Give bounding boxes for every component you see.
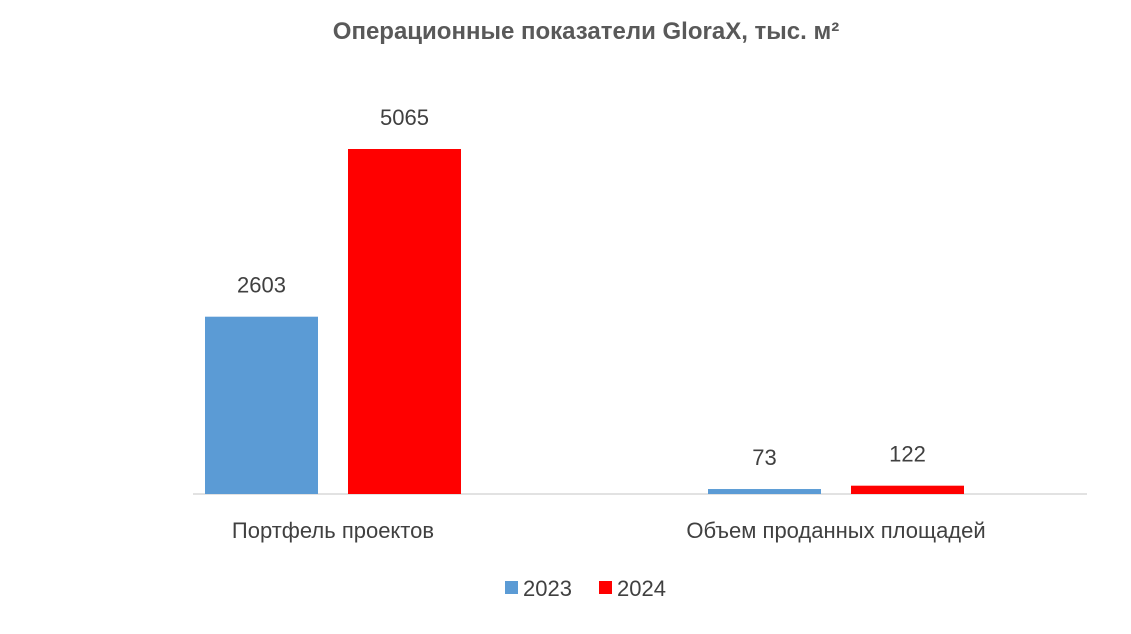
bar-2023-1 <box>708 489 821 494</box>
data-label-2023-0: 2603 <box>237 273 286 298</box>
chart-title: Операционные показатели GloraX, тыс. м² <box>333 18 839 45</box>
legend-label-2023: 2023 <box>523 576 572 601</box>
category-label-1: Объем проданных площадей <box>686 518 985 543</box>
bars-group <box>205 149 964 494</box>
bar-2023-0 <box>205 316 318 494</box>
legend: 2023 2024 <box>505 576 666 601</box>
bar-2024-0 <box>348 149 461 494</box>
data-label-2024-0: 5065 <box>380 105 429 130</box>
value-labels-group: 2603 5065 73 122 <box>237 105 926 470</box>
legend-swatch-2024 <box>599 581 612 594</box>
data-label-2024-1: 122 <box>889 442 926 467</box>
legend-swatch-2023 <box>505 581 518 594</box>
category-label-0: Портфель проектов <box>232 518 434 543</box>
legend-label-2024: 2024 <box>617 576 666 601</box>
category-labels-group: Портфель проектов Объем проданных площаде… <box>232 518 986 543</box>
bar-2024-1 <box>851 485 964 494</box>
data-label-2023-1: 73 <box>752 445 776 470</box>
